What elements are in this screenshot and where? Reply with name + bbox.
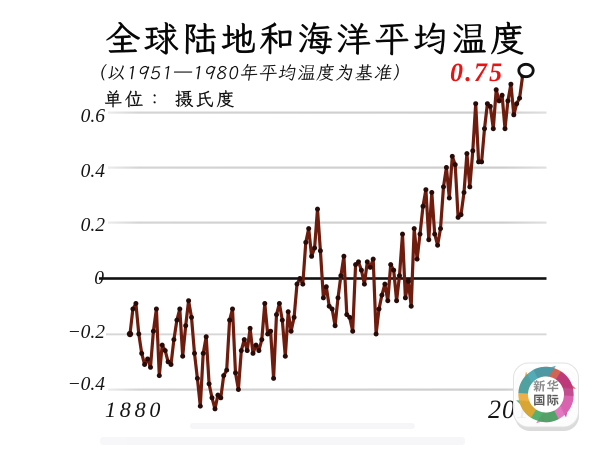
svg-text:0.2: 0.2 <box>81 215 106 236</box>
svg-text:0: 0 <box>94 268 104 289</box>
svg-text:1880: 1880 <box>105 397 164 422</box>
svg-text:−0.4: −0.4 <box>67 374 105 395</box>
svg-text:0.4: 0.4 <box>81 161 106 182</box>
svg-text:−0.2: −0.2 <box>67 322 105 343</box>
svg-text:0.75: 0.75 <box>450 58 504 87</box>
svg-text:0.6: 0.6 <box>81 106 106 127</box>
